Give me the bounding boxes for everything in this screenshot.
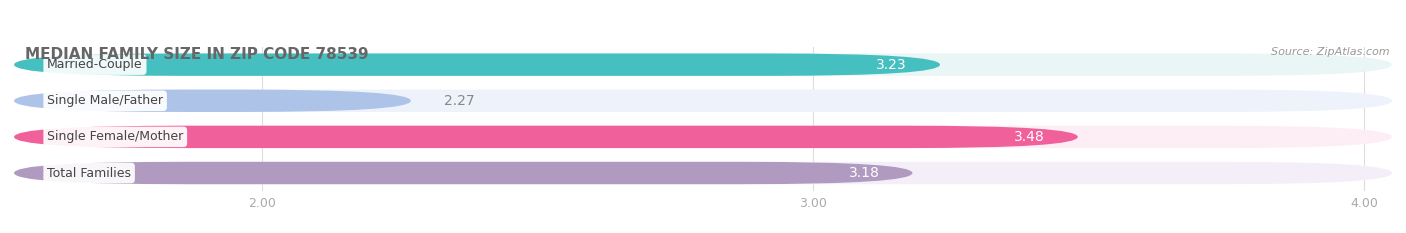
Text: 3.48: 3.48 [1014,130,1045,144]
Text: 3.18: 3.18 [848,166,879,180]
FancyBboxPatch shape [14,162,912,184]
FancyBboxPatch shape [14,53,1392,76]
FancyBboxPatch shape [14,126,1078,148]
Text: MEDIAN FAMILY SIZE IN ZIP CODE 78539: MEDIAN FAMILY SIZE IN ZIP CODE 78539 [25,47,368,62]
FancyBboxPatch shape [14,53,941,76]
FancyBboxPatch shape [14,162,1392,184]
Text: Single Male/Father: Single Male/Father [48,94,163,107]
Text: 3.23: 3.23 [876,58,907,72]
FancyBboxPatch shape [14,126,1392,148]
Text: Source: ZipAtlas.com: Source: ZipAtlas.com [1271,47,1389,57]
FancyBboxPatch shape [14,89,1392,112]
FancyBboxPatch shape [14,89,411,112]
Text: Married-Couple: Married-Couple [48,58,143,71]
Text: Single Female/Mother: Single Female/Mother [48,130,183,143]
Text: Total Families: Total Families [48,167,131,179]
Text: 2.27: 2.27 [444,94,475,108]
